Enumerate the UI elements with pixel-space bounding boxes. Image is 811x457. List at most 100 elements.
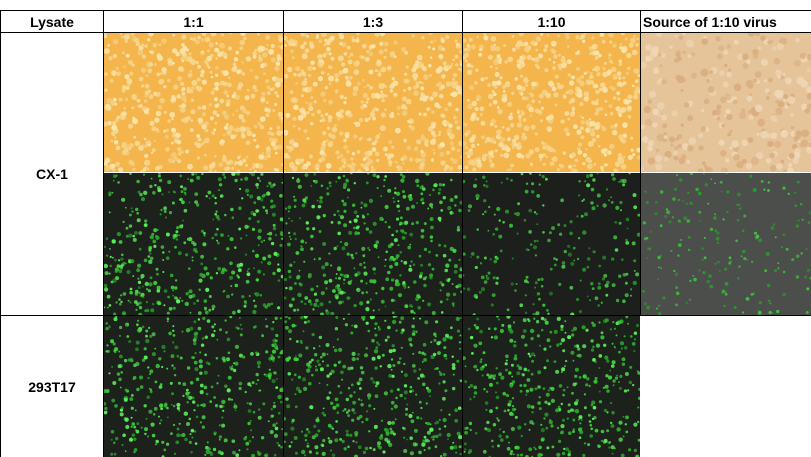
cell-dot [627, 323, 629, 325]
cell-dot [307, 442, 309, 444]
cell-dot [589, 434, 593, 438]
cell-dot [453, 73, 457, 77]
cell-dot [292, 419, 295, 422]
cell-dot [763, 189, 765, 191]
cell-dot [391, 358, 393, 360]
cell-dot [609, 441, 611, 443]
cell-dot [129, 224, 132, 227]
cell-dot [335, 398, 339, 402]
cell-dot [403, 449, 407, 453]
cell-dot [218, 375, 220, 377]
cell-dot [124, 398, 128, 402]
cell-dot [131, 407, 134, 410]
cell-dot [322, 444, 325, 447]
cell-dot [701, 126, 706, 131]
cell-dot [654, 67, 659, 72]
cell-dot [211, 131, 215, 135]
cell-dot [145, 84, 150, 89]
cell-dot [285, 287, 287, 289]
cell-dot [375, 152, 380, 157]
cell-dot [261, 261, 263, 263]
cell-dot [280, 446, 283, 449]
cell-dot [435, 435, 438, 438]
cell-dot [464, 431, 468, 435]
cell-dot [411, 260, 413, 262]
cell-dot [116, 71, 121, 76]
cell-dot [645, 106, 650, 111]
cell-dot [534, 355, 536, 357]
cell-dot [531, 125, 536, 130]
cell-dot [214, 197, 216, 199]
cell-dot [602, 40, 606, 44]
cell-dot [767, 189, 770, 192]
cell-dot [328, 424, 332, 428]
cell-dot [560, 119, 564, 123]
cell-dot [136, 422, 139, 425]
cell-dot [580, 427, 582, 429]
cell-dot [746, 80, 754, 88]
cell-dot [153, 281, 157, 285]
cell-dot [167, 119, 171, 123]
cell-dot [467, 99, 470, 102]
cell-dot [606, 429, 609, 432]
cell-dot [448, 414, 450, 416]
cell-dot [558, 283, 561, 286]
cell-dot [316, 360, 319, 363]
cell-dot [233, 405, 237, 409]
cell-dot [555, 104, 558, 107]
cell-dot [265, 209, 268, 212]
cell-dot [589, 299, 591, 301]
cell-dot [216, 211, 218, 213]
cell-dot [324, 280, 328, 284]
cell-dot [305, 346, 308, 349]
cell-dot [560, 328, 563, 331]
cell-dot [635, 43, 639, 47]
cell-dot [602, 256, 606, 260]
cell-dot [221, 424, 225, 428]
cell-dot [192, 400, 195, 403]
cell-dot [219, 405, 222, 408]
cell-dot [267, 108, 272, 113]
cell-dot [316, 452, 319, 455]
cell-dot [330, 450, 332, 452]
cell-dot [486, 180, 488, 182]
cell-dot [226, 95, 229, 98]
cell-dot [224, 438, 228, 442]
cell-dot [615, 248, 619, 252]
cell-dot [536, 240, 538, 242]
cell-dot [141, 68, 146, 73]
cell-dot [661, 114, 667, 120]
cell-dot [561, 367, 565, 371]
cell-dot [608, 104, 612, 108]
cell-dot [369, 199, 373, 203]
header-cell: 1:1 [104, 11, 283, 32]
cell-dot [769, 303, 771, 305]
cell-dot [172, 202, 175, 205]
cell-dot [422, 202, 425, 205]
cell-dot [421, 36, 424, 39]
cell-dot [343, 223, 347, 227]
cell-dot [475, 266, 478, 269]
cell-dot [279, 244, 282, 247]
cell-dot [224, 83, 227, 86]
cell-dot [335, 431, 338, 434]
cell-dot [258, 408, 261, 411]
cell-dot [774, 90, 781, 97]
cell-dot [626, 53, 632, 59]
cell-dot [595, 102, 599, 106]
cell-dot [188, 73, 193, 78]
cell-dot [160, 383, 163, 386]
cell-dot [528, 209, 532, 213]
cell-dot [385, 259, 387, 261]
cell-dot [144, 259, 148, 263]
cell-dot [768, 300, 771, 303]
cell-dot [366, 322, 369, 325]
cell-dot [285, 208, 287, 210]
cell-dot [108, 56, 112, 60]
cell-dot [431, 158, 434, 161]
cell-dot [737, 219, 740, 222]
cell-dot [355, 434, 358, 437]
cell-dot [297, 275, 301, 279]
cell-dot [138, 292, 140, 294]
cell-dot [249, 195, 253, 199]
